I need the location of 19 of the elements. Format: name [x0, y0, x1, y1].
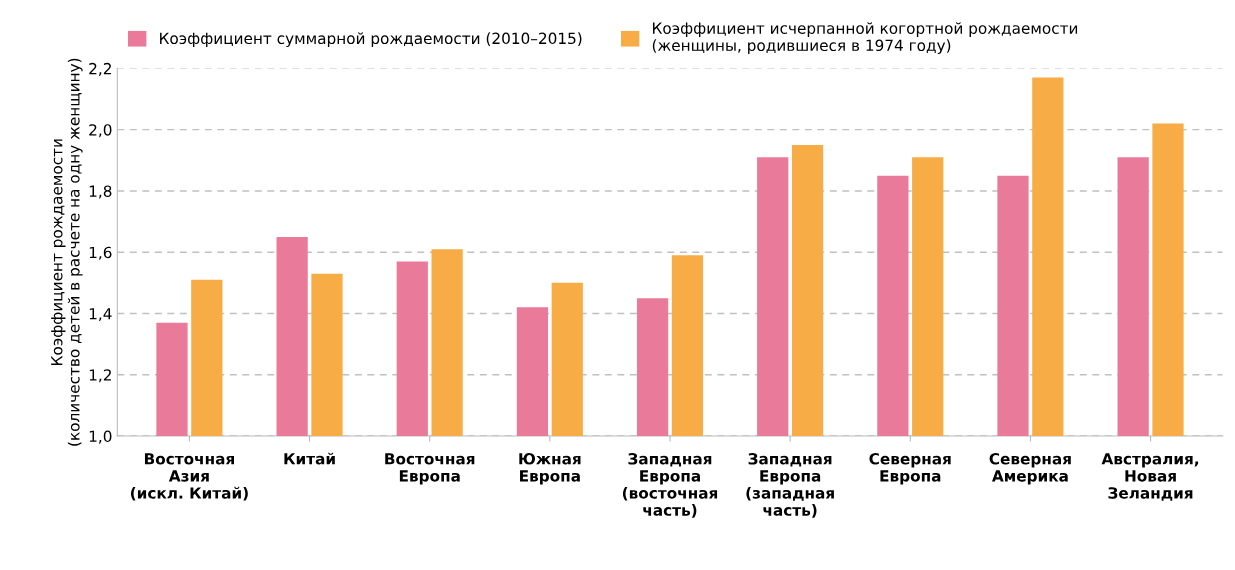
x-tick-label: Восточная Азия (искл. Китай) — [130, 453, 248, 501]
x-tick-label: Китай — [284, 452, 335, 465]
y-tick-label: 1,0 — [89, 430, 112, 444]
x-tick-label: Северная Европа — [869, 452, 951, 485]
x-tick-label: Восточная Европа — [385, 453, 475, 485]
y-tick-label: 1,6 — [89, 246, 112, 260]
x-tick-label: Австралия, Новая Зеландия — [1101, 453, 1199, 501]
y-tick-label: 1,8 — [89, 185, 112, 199]
y-tick-label: 2,0 — [89, 124, 112, 138]
x-tick-label: Южная Европа — [519, 452, 581, 485]
y-tick-label: 1,4 — [89, 308, 112, 322]
legend-label: Коэффициент исчерпанной когортной рождаемости (женщины, родившиеся в 1974 году) — [652, 22, 1078, 55]
y-tick-label: 2,2 — [89, 62, 111, 76]
x-tick-label: Северная Америка — [989, 452, 1071, 485]
y-axis-title: Коэффициент рождаемости (количество детей в расчете на одну женщину) — [51, 58, 83, 446]
x-tick-label: Западная Европа (восточная часть) — [622, 452, 718, 518]
y-tick-label: 1,2 — [89, 369, 111, 383]
legend-label: Коэффициент суммарной рождаемости (2010–2015) — [160, 32, 582, 48]
x-tick-label: Западная Европа (западная часть) — [746, 452, 834, 518]
